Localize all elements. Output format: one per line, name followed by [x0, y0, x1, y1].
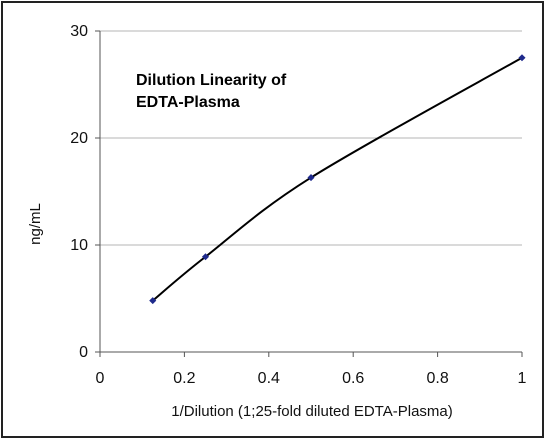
data-point	[201, 253, 210, 261]
x-tick-label: 0.8	[426, 370, 448, 387]
data-point	[307, 174, 315, 182]
gridlines	[100, 30, 522, 246]
y-tick-label: 20	[70, 130, 88, 147]
series-line	[152, 56, 523, 302]
x-axis-label: 1/Dilution (1;25-fold diluted EDTA-Plasm…	[171, 403, 453, 420]
axes	[95, 30, 523, 357]
x-tick-label: 0.6	[342, 370, 364, 387]
tick-labels: 0 10 20 30 0 0.2 0.4 0.6 0.8 1	[70, 23, 526, 387]
data-series	[149, 54, 526, 305]
x-tick-label: 0	[96, 370, 105, 387]
x-tick-label: 0.4	[258, 370, 280, 387]
data-point	[149, 297, 157, 305]
x-tick-label: 1	[518, 370, 527, 387]
y-tick-label: 0	[79, 344, 88, 361]
x-tick-label: 0.2	[173, 370, 195, 387]
line-chart: 0 10 20 30 0 0.2 0.4 0.6 0.8 1 Dilution Linearity…	[27, 23, 527, 420]
chart-title-line-1: Dilution Linearity of	[136, 72, 287, 89]
chart-title-line-2: EDTA-Plasma	[136, 94, 240, 111]
y-axis-label: ng/mL	[27, 203, 44, 245]
y-tick-label: 30	[70, 23, 88, 40]
data-point	[518, 54, 526, 62]
y-tick-label: 10	[70, 237, 88, 254]
